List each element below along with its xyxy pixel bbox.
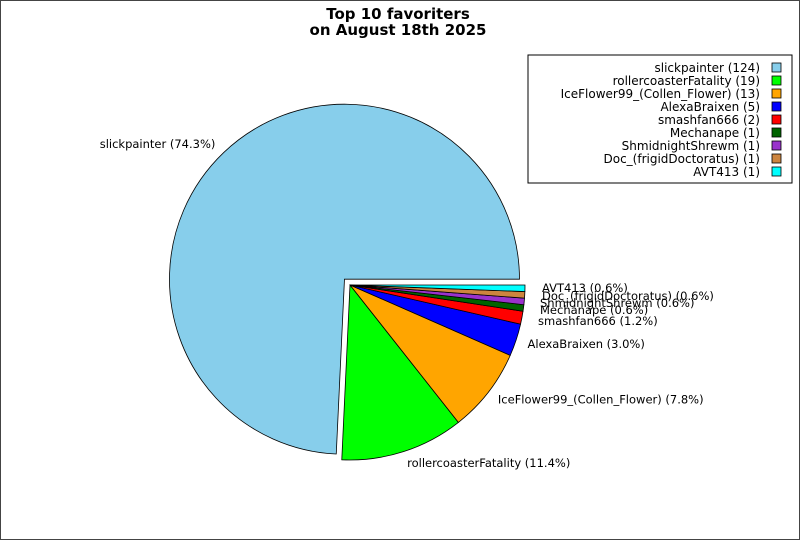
legend-swatch — [771, 75, 782, 86]
legend-swatch — [771, 62, 782, 73]
slice-label: ShmidnightShrewm (0.6%) — [540, 296, 694, 310]
chart-title: Top 10 favoriters — [326, 5, 470, 23]
pie-slice-avt413 — [349, 284, 526, 292]
legend-label: AlexaBraixen (5) — [660, 100, 760, 114]
legend-swatch — [771, 88, 782, 99]
slice-label: Doc_(frigidDoctoratus) (0.6%) — [542, 289, 714, 303]
legend-swatch — [771, 114, 782, 125]
legend-label: rollercoasterFatality (19) — [613, 74, 760, 88]
slice-label: rollercoasterFatality (11.4%) — [407, 456, 570, 470]
slice-label: AlexaBraixen (3.0%) — [528, 337, 645, 351]
legend: slickpainter (124)rollercoasterFatality … — [527, 54, 793, 184]
slice-label: IceFlower99_(Collen_Flower) (7.8%) — [498, 392, 704, 406]
legend-label: smashfan666 (2) — [658, 113, 760, 127]
legend-label: ShmidnightShrewm (1) — [622, 139, 760, 153]
legend-label: IceFlower99_(Collen_Flower) (13) — [561, 87, 760, 101]
pie-slice-labels: slickpainter (74.3%) rollercoasterFatalit… — [100, 137, 714, 470]
legend-swatch — [771, 101, 782, 112]
pie-slices — [169, 103, 526, 461]
pie-slice-rollercoasterfatality — [341, 283, 459, 461]
legend-label: slickpainter (124) — [655, 61, 760, 75]
legend-swatch — [771, 127, 782, 138]
legend-label: Mechanape (1) — [670, 126, 760, 140]
slice-label: smashfan666 (1.2%) — [538, 314, 658, 328]
legend-swatch — [771, 140, 782, 151]
legend-swatch — [771, 166, 782, 177]
chart-subtitle: on August 18th 2025 — [310, 21, 487, 39]
legend-label: AVT413 (1) — [693, 165, 760, 179]
slice-label: slickpainter (74.3%) — [100, 137, 216, 151]
slice-label: AVT413 (0.6%) — [542, 281, 628, 295]
legend-swatch — [771, 153, 782, 164]
legend-box — [527, 54, 793, 184]
slice-label: Mechanape (0.6%) — [540, 303, 648, 317]
legend-label: Doc_(frigidDoctoratus) (1) — [604, 152, 761, 166]
pie-slice-slickpainter — [169, 103, 520, 455]
